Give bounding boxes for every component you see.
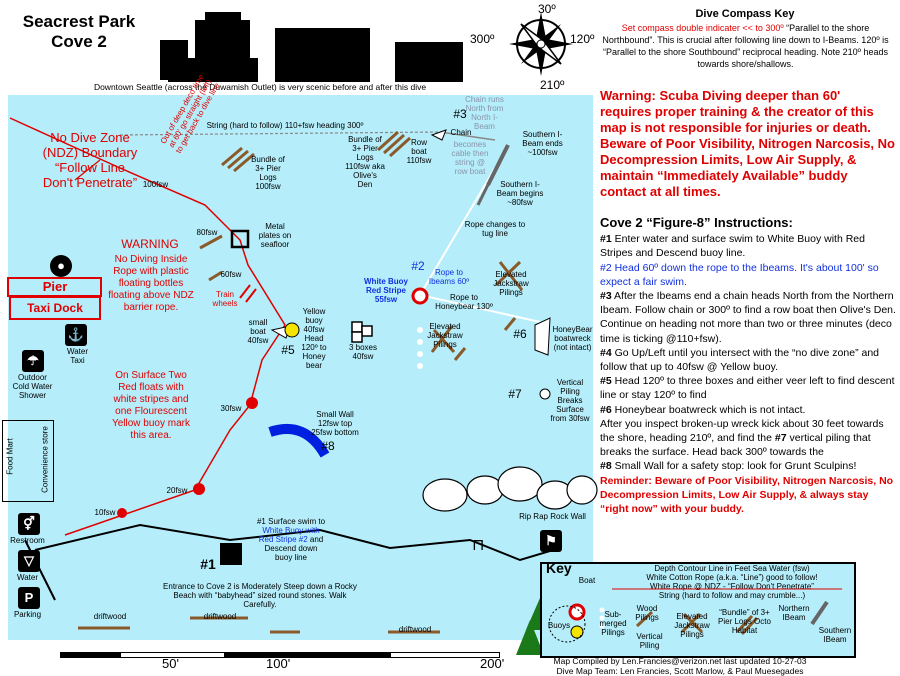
compass-210: 210º xyxy=(540,78,565,92)
rope-tug-label: Rope changes to tug line xyxy=(464,220,526,238)
driftwood-1: driftwood xyxy=(93,612,127,621)
chain-cable: becomes cable then string @ row boat xyxy=(451,140,489,176)
metal-plates-label: Metal plates on seafloor xyxy=(258,222,292,249)
jackstraw-2: Elevated Jackstraw Pilings xyxy=(427,322,463,349)
three-boxes-label: 3 boxes 40fsw xyxy=(348,343,378,361)
key-elevated: Elevated Jackstraw Pilings xyxy=(674,612,710,639)
instructions: Cove 2 “Figure-8” Instructions: #1 Enter… xyxy=(600,215,896,516)
depth-60: 60fsw xyxy=(220,270,242,279)
train-wheels-label: Train wheels xyxy=(212,290,238,308)
pier-label: Pier xyxy=(42,279,68,294)
vertical-piling-label: Vertical Piling Breaks Surface from 30fs… xyxy=(550,378,590,423)
bundle-2: Bundle of 3+ Pier Logs 110fsw aka Olive'… xyxy=(345,135,385,189)
surface-note: On Surface Two Red floats with white str… xyxy=(111,370,190,441)
driftwood-2: driftwood xyxy=(203,612,237,621)
ndz-label: No Dive Zone (NDZ) Boundary “Follow Line… xyxy=(42,130,138,190)
marker-1: #1 xyxy=(200,556,216,572)
key-bundle: “Bundle” of 3+ Pier Logs Octo Habitat xyxy=(718,608,771,635)
shower-icon: ☂ xyxy=(22,350,44,372)
food-mart-label: Food Mart xyxy=(5,438,15,475)
scale-bar xyxy=(60,652,500,660)
compass-120: 120º xyxy=(570,32,595,46)
credits: Map Compiled by Len.Francies@verizon.net… xyxy=(553,656,807,676)
southern-ibeam-ends: Southern I-Beam ends ~100fsw xyxy=(522,130,563,157)
marker-2: #2 xyxy=(411,259,425,273)
scale-50: 50' xyxy=(162,656,179,671)
warning-label: WARNING xyxy=(121,237,179,251)
map-lines xyxy=(7,117,598,655)
yellow-buoy-label: Yellow buoy 40fsw Head 120º to Honey bea… xyxy=(301,307,327,370)
bundle-1: Bundle of 3+ Pier Logs 100fsw xyxy=(251,155,285,191)
key-string: String (hard to follow and may crumble..… xyxy=(658,591,806,600)
white-buoy-label: White Buoy Red Stripe 55fsw xyxy=(364,277,408,304)
scale-100: 100' xyxy=(266,656,291,671)
restroom-label: Restroom xyxy=(10,536,45,545)
key-vertical: Vertical Piling xyxy=(636,632,663,650)
convenience-label: Convenience store xyxy=(40,426,50,493)
honeybear-label: HoneyBear boatwreck (not intact) xyxy=(552,325,593,352)
depth-100: 100fsw xyxy=(142,180,169,189)
small-boat-label: small boat 40fsw xyxy=(247,318,269,345)
string-label: String (hard to follow) 110+fsw heading … xyxy=(206,121,364,130)
map-key: Key Boat Depth Contour Line in Feet Sea … xyxy=(540,560,856,658)
seattle-note: Downtown Seattle (across the Duwamish Ou… xyxy=(93,82,427,92)
compass-30: 30º xyxy=(538,2,556,16)
anchor-icon: ⚓ xyxy=(65,324,87,346)
depth-10: 10fsw xyxy=(94,508,116,517)
scuba-warning: Warning: Scuba Diving deeper than 60' re… xyxy=(600,88,895,199)
rope-honeybear: Rope to Honeybear 130º xyxy=(435,293,493,311)
key-white-rope: White Cotton Rope (a.k.a. “Line”) good t… xyxy=(646,573,818,582)
rip-rap-label: Rip Rap Rock Wall xyxy=(519,512,586,521)
key-boat: Boat xyxy=(578,576,596,585)
restroom-icon: ⚥ xyxy=(18,513,40,535)
chain-label: Chain xyxy=(450,128,472,137)
key-buoys: Buoys xyxy=(547,621,571,630)
picnic-table-icon: ⊓ xyxy=(472,537,485,554)
key-southern: Southern IBeam xyxy=(818,626,852,644)
scale-200: 200' xyxy=(480,656,505,671)
warning-body: No Diving Inside Rope with plastic float… xyxy=(108,254,194,313)
key-symbols xyxy=(548,588,842,643)
map-title: Seacrest Park Cove 2 xyxy=(22,12,136,51)
key-submerged: Sub-merged Pilings xyxy=(599,610,627,637)
marker-8: #8 xyxy=(321,439,335,453)
entrance-note: Entrance to Cove 2 is Moderately Steep d… xyxy=(163,582,357,609)
water-label: Water xyxy=(16,573,39,582)
key-wood: Wood Pilings xyxy=(635,604,659,622)
driftwood-3: driftwood xyxy=(398,625,432,634)
float-icon: ● xyxy=(50,255,72,277)
shower-label: Outdoor Cold Water Shower xyxy=(12,373,53,400)
key-ndz-rope: White Rope @ NDZ - “Follow Don't Penetra… xyxy=(650,582,814,591)
marker-6: #6 xyxy=(513,327,527,341)
parking-label: Parking xyxy=(13,610,42,619)
rope-ibeams: Rope to Ibeams 60º xyxy=(428,268,470,286)
marker-7: #7 xyxy=(508,387,522,401)
depth-20: 20fsw xyxy=(166,486,188,495)
row-boat-label: Row boat 110fsw xyxy=(406,138,432,165)
compass-rose-icon xyxy=(509,12,573,76)
depth-30: 30fsw xyxy=(220,404,242,413)
surface-swim-label: #1 Surface swim to White Buoy with Red S… xyxy=(256,517,326,562)
marker-5: #5 xyxy=(281,343,295,357)
marker-3: #3 xyxy=(453,107,467,121)
water-icon: ▽ xyxy=(18,550,40,572)
jackstraw-1: Elevated Jackstraw Pilings xyxy=(493,270,529,297)
key-title: Key xyxy=(546,560,572,576)
key-contour: Depth Contour Line in Feet Sea Water (fs… xyxy=(654,564,810,573)
key-northern: Northern IBeam xyxy=(778,604,810,622)
compass-300: 300º xyxy=(470,32,495,46)
water-taxi-label: Water Taxi xyxy=(66,347,89,365)
store-box xyxy=(2,420,54,502)
taxi-dock-label: Taxi Dock xyxy=(27,301,83,315)
depth-80: 80fsw xyxy=(196,228,218,237)
southern-ibeam-begins: Southern I-Beam begins ~80fsw xyxy=(496,180,544,207)
chain-runs: Chain runs North from North I-Beam xyxy=(465,95,504,131)
parking-icon: P xyxy=(18,587,40,609)
small-wall-label: Small Wall 12fsw top 25fsw bottom xyxy=(311,410,359,437)
compass-key-title: Dive Compass Key xyxy=(695,8,795,20)
hiker-icon: ⚑ xyxy=(540,530,562,552)
compass-key-body: Set compass double indicater << to 300º … xyxy=(602,23,889,69)
